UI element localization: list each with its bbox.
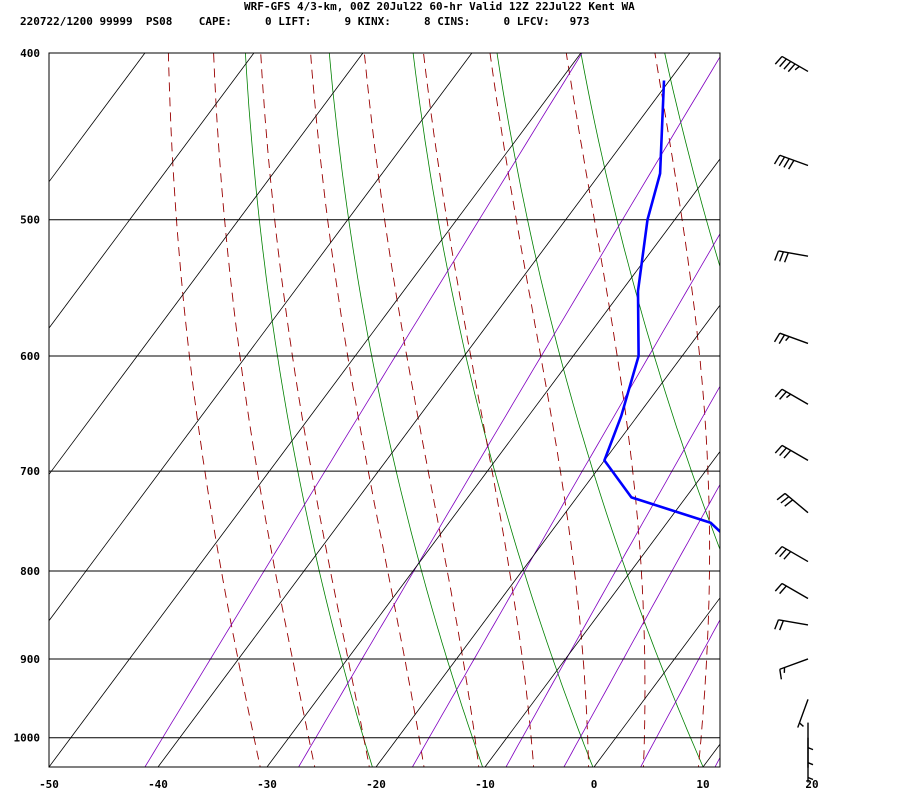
wind-barb (807, 722, 814, 753)
y-tick-label: 900 (20, 653, 40, 666)
wind-barb (807, 752, 814, 783)
y-tick-label: 700 (20, 465, 40, 478)
isotherm-line (702, 743, 720, 767)
dewpoint-line (603, 80, 720, 534)
x-tick-labels: -50-40-30-20-10010203040 (39, 778, 819, 791)
isotherm-line (49, 53, 364, 476)
chart-title: WRF-GFS 4/3-km, 00Z 20Jul22 60-hr Valid … (244, 0, 635, 13)
moist-adiabat-line (423, 53, 535, 767)
isotherm-line (593, 597, 720, 767)
wind-barb (774, 545, 809, 563)
background-lines (144, 34, 900, 775)
y-tick-label: 500 (20, 214, 40, 227)
isotherm-line (484, 450, 720, 767)
wind-barb (773, 332, 809, 345)
wind-barb (774, 250, 809, 263)
mixing-ratio-line (640, 618, 720, 767)
mixing-ratio-line (411, 233, 720, 767)
moist-adiabat-line (654, 53, 711, 767)
moist-adiabat-line (260, 53, 370, 767)
x-tick-label: -20 (366, 778, 386, 791)
wind-barb (776, 492, 809, 514)
x-tick-label: -40 (148, 778, 168, 791)
wind-barb (797, 699, 809, 728)
wind-barb (779, 658, 809, 680)
dry-adiabat-line (496, 53, 704, 767)
mixing-ratio-line (714, 756, 720, 767)
isotherm-line (49, 53, 582, 767)
dry-adiabat-line (328, 53, 484, 767)
mixing-ratio-line (298, 56, 720, 767)
isotherm-line (266, 158, 720, 767)
wind-barb (773, 154, 809, 170)
y-tick-labels: 400 500 600 700 800 900 1000 (14, 47, 41, 745)
x-tick-label: -50 (39, 778, 59, 791)
mixing-ratio-line (144, 53, 583, 767)
isotherm-line (375, 304, 720, 767)
moist-adiabat-line (363, 53, 480, 767)
x-tick-label: -10 (475, 778, 495, 791)
dry-adiabat-line (744, 34, 900, 774)
dry-adiabat-line (244, 53, 373, 767)
moist-adiabat-line (213, 53, 316, 767)
mixing-ratio-line (828, 34, 900, 774)
grid (49, 52, 900, 767)
mixing-ratio-line (867, 34, 900, 774)
sounding-indices: 220722/1200 99999 PS08 CAPE: 0 LIFT: 9 K… (20, 15, 590, 28)
moist-adiabat-line (807, 44, 878, 775)
isotherm-line (49, 53, 146, 183)
temperature-line (741, 81, 840, 746)
y-tick-label: 800 (20, 565, 40, 578)
mixing-ratio-line (563, 483, 720, 767)
plot-frame (48, 52, 721, 768)
dry-adiabat-line (827, 34, 900, 774)
mixing-ratio-line (505, 385, 720, 767)
moist-adiabat-line (861, 44, 900, 775)
moist-adiabat-line (752, 44, 786, 775)
wind-barb (774, 388, 809, 405)
dry-adiabat-line (580, 53, 720, 551)
sounding-profiles (603, 80, 840, 746)
x-tick-label: 10 (696, 778, 709, 791)
isotherm-line (49, 53, 473, 622)
y-tick-label: 400 (20, 47, 40, 60)
wind-barb (774, 55, 809, 73)
isotherm-line (49, 53, 255, 329)
grid-lines (49, 53, 900, 767)
moist-adiabat-line (167, 53, 261, 767)
wind-barbs (773, 55, 814, 783)
y-tick-label: 1000 (14, 732, 41, 745)
x-tick-label: -30 (257, 778, 277, 791)
wind-barb (774, 444, 809, 462)
wind-barb (774, 619, 809, 631)
moist-adiabat-line (489, 53, 589, 767)
wind-barb (807, 737, 814, 768)
y-tick-label: 600 (20, 350, 40, 363)
moist-adiabat-line (565, 53, 646, 767)
isotherm-line (157, 53, 691, 767)
x-tick-label: 0 (591, 778, 598, 791)
moist-adiabat-line (310, 53, 425, 767)
wind-barb (774, 582, 809, 600)
isotherm-line (812, 53, 900, 767)
